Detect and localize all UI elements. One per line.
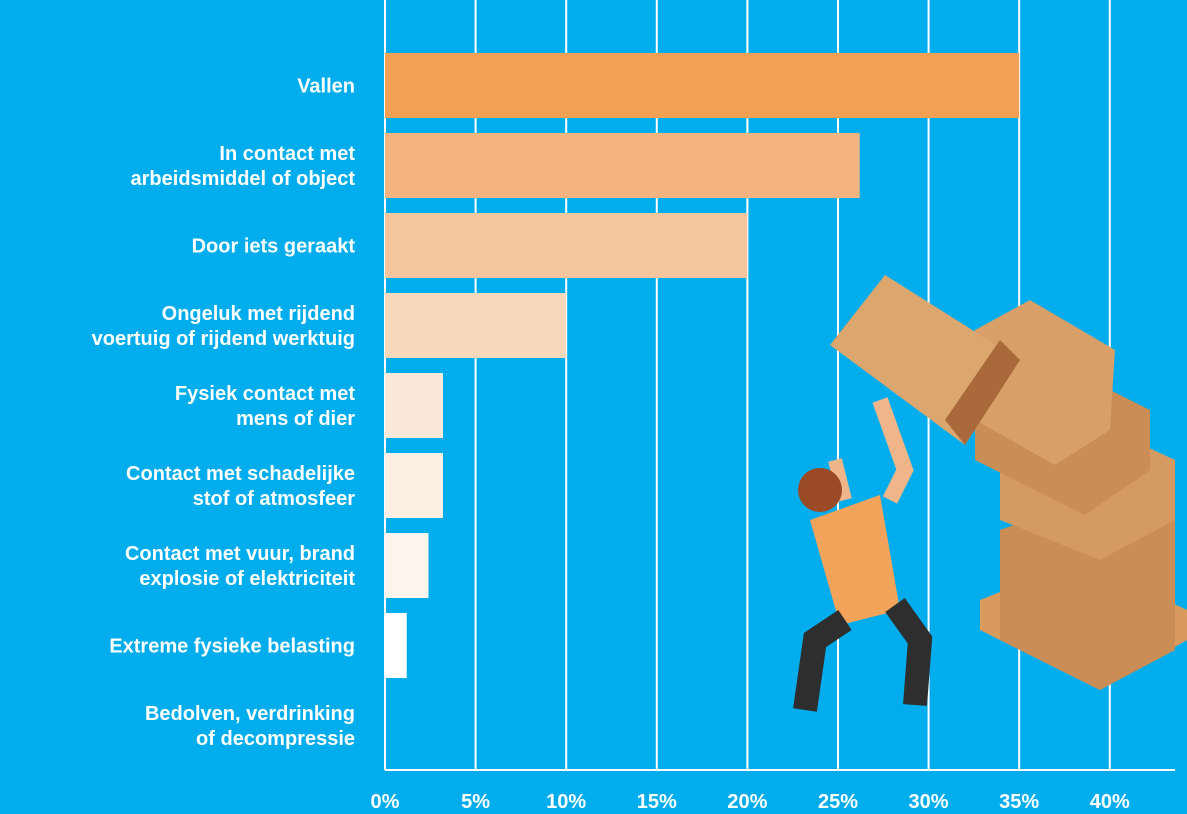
bar [385, 293, 567, 358]
x-tick-label: 30% [909, 791, 949, 813]
legs [793, 598, 933, 712]
bar [385, 133, 860, 198]
bar [385, 213, 748, 278]
category-label: Door iets geraakt [192, 236, 356, 258]
x-tick-label: 5% [461, 791, 490, 813]
category-label: In contact met arbeidsmiddel of object [131, 143, 356, 190]
x-tick-label: 0% [371, 791, 400, 813]
x-tick-label: 35% [999, 791, 1039, 813]
x-tick-label: 25% [818, 791, 858, 813]
head [798, 468, 842, 512]
category-label: Contact met vuur, brand explosie of elekt… [125, 543, 355, 590]
illustration [793, 275, 1187, 712]
bar [385, 373, 443, 438]
x-tick-label: 20% [727, 791, 767, 813]
x-tick-label: 10% [546, 791, 586, 813]
category-label: Ongeluk met rijdend voertuig of rijdend w… [92, 303, 355, 350]
x-tick-label: 15% [637, 791, 677, 813]
bar [385, 453, 443, 518]
vest [810, 495, 900, 625]
falling-box-side [945, 340, 1020, 445]
bar [385, 613, 407, 678]
category-label: Extreme fysieke belasting [109, 636, 355, 658]
arm [872, 397, 914, 504]
bar [385, 533, 429, 598]
arm [828, 458, 852, 502]
x-tick-label: 40% [1090, 791, 1130, 813]
category-label: Fysiek contact met mens of dier [175, 383, 355, 430]
category-label: Bedolven, verdrinking of decompressie [145, 703, 355, 750]
box [975, 300, 1115, 465]
category-label: Vallen [297, 76, 355, 98]
bars [385, 53, 1020, 678]
bar [385, 53, 1020, 118]
category-label: Contact met schadelijke stof of atmosfeer [126, 463, 355, 510]
